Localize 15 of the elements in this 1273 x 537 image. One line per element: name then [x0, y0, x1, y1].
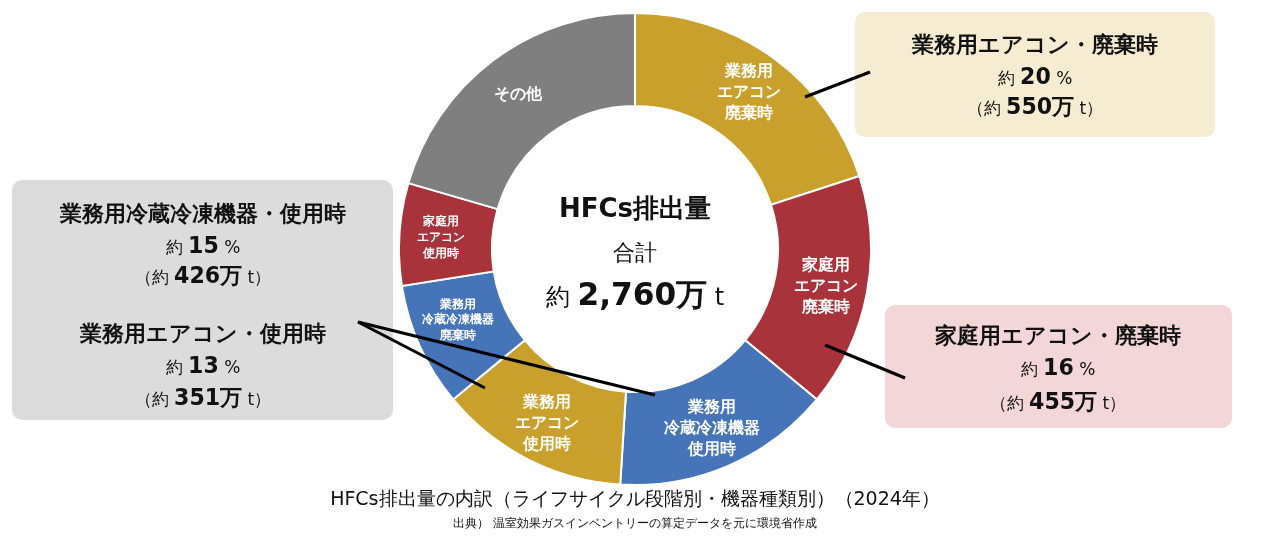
slice-label: 家庭用エアコン使用時: [416, 214, 465, 260]
source-note: 出典） 温室効果ガスインベントリーの算定データを元に環境省作成: [453, 516, 817, 530]
text: HFCs排出量の内訳（ライフサイクル段階別・機器種類別）（2024年）: [330, 487, 940, 509]
text: 業務用エアコン・使用時約 13 %（約 351万 t）: [80, 321, 326, 410]
text: 業務用冷蔵冷凍機器・使用時約 15 %（約 426万 t）: [60, 201, 346, 288]
slice-label: その他: [494, 84, 544, 104]
text: 合計約 2,760万 t: [545, 240, 725, 312]
slice-label: 家庭用エアコン廃棄時: [794, 255, 859, 316]
slice-label: 業務用エアコン使用時: [514, 392, 579, 453]
text: 業務用エアコン・廃棄時約 20 %（約 550万 t）: [912, 32, 1158, 119]
slice-label: 業務用エアコン廃棄時: [717, 61, 782, 123]
slice-label: 業務用冷蔵冷凍機器使用時: [664, 397, 761, 458]
text: 家庭用エアコン・廃棄時約 16 %（約 455万 t）: [935, 323, 1181, 414]
slice-label: 業務用冷蔵冷凍機器廃棄時: [421, 296, 494, 342]
text: HFCs排出量: [558, 193, 712, 223]
